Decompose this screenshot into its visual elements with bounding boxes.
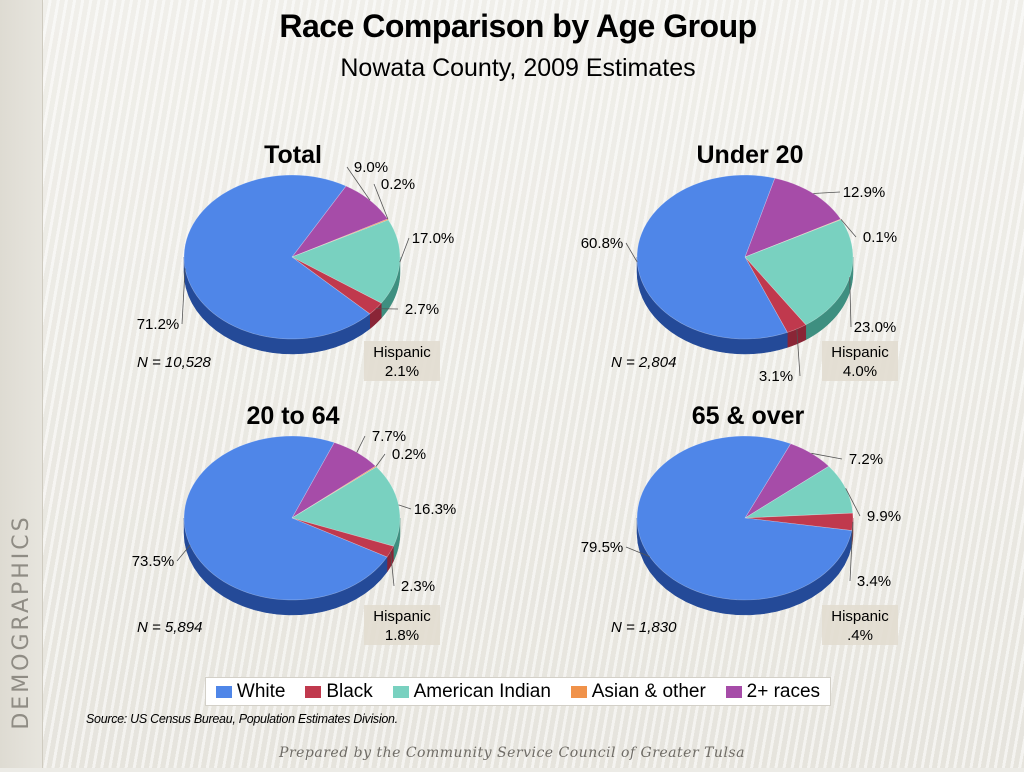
leader-line xyxy=(626,243,637,262)
legend-swatch-two-plus-races xyxy=(726,686,742,698)
slice-label-american-indian: 16.3% xyxy=(414,501,457,518)
pie-title: 20 to 64 xyxy=(246,402,339,430)
slice-label-black: 2.7% xyxy=(405,301,439,318)
legend-swatch-black xyxy=(305,686,321,698)
legend-label-white: White xyxy=(237,681,286,703)
leader-line xyxy=(813,192,840,194)
slice-label-2plus-races: 9.0% xyxy=(354,159,388,176)
chart-legend: White Black American Indian Asian & othe… xyxy=(205,677,831,706)
slice-label-american-indian: 17.0% xyxy=(412,230,455,247)
leader-line xyxy=(399,505,411,509)
slice-label-2plus-races: 7.7% xyxy=(372,428,406,445)
leader-line xyxy=(376,454,385,467)
slice-label-2plus-races: 12.9% xyxy=(843,184,886,201)
hispanic-value: 2.1% xyxy=(385,363,419,380)
legend-label-asian-other: Asian & other xyxy=(592,681,706,703)
leader-line xyxy=(400,238,409,262)
hispanic-label: Hispanic xyxy=(373,344,431,361)
pie-chart-65-and-over: 65 & over 79.5% 3.4% 9.9% 7.2% N = 1,830 Hispa… xyxy=(581,402,901,645)
n-label: N = 1,830 xyxy=(611,619,677,636)
legend-label-black: Black xyxy=(326,681,372,703)
hispanic-value: 1.8% xyxy=(385,627,419,644)
slice-label-white: 79.5% xyxy=(581,539,624,556)
hispanic-value: .4% xyxy=(847,627,873,644)
slice-label-american-indian: 9.9% xyxy=(867,508,901,525)
pie-chart-20-to-64: 20 to 64 73.5% 2.3% 16.3% 0.2%7.7% N = 5,894 H… xyxy=(132,402,457,645)
legend-label-two-plus-races: 2+ races xyxy=(747,681,820,703)
leader-line xyxy=(182,269,185,325)
hispanic-label: Hispanic xyxy=(831,344,889,361)
slice-label-black: 2.3% xyxy=(401,578,435,595)
legend-item-black: Black xyxy=(305,681,372,703)
legend-swatch-white xyxy=(216,686,232,698)
pie-title: 65 & over xyxy=(692,402,805,430)
hispanic-label: Hispanic xyxy=(831,608,889,625)
pie-title: Total xyxy=(264,141,322,169)
n-label: N = 2,804 xyxy=(611,354,676,371)
legend-swatch-asian-other xyxy=(571,686,587,698)
leader-line xyxy=(357,436,365,452)
pie-chart-total: Total 71.2% 2.7% 17.0% 0.2%9.0% N = 10,528 His… xyxy=(137,141,455,381)
legend-item-american-indian: American Indian xyxy=(393,681,551,703)
slice-label-asian-and-other: 0.2% xyxy=(381,176,415,193)
slice-label-white: 60.8% xyxy=(581,235,624,252)
slice-label-asian-and-other: 0.1% xyxy=(863,229,897,246)
n-label: N = 5,894 xyxy=(137,619,202,636)
slice-label-asian-and-other: 0.2% xyxy=(392,446,426,463)
hispanic-value: 4.0% xyxy=(843,363,877,380)
slice-label-black: 3.1% xyxy=(759,368,793,385)
legend-item-white: White xyxy=(216,681,286,703)
n-label: N = 10,528 xyxy=(137,354,211,371)
footer-credit: Prepared by the Community Service Counci… xyxy=(0,745,1024,761)
slice-label-2plus-races: 7.2% xyxy=(849,451,883,468)
legend-swatch-american-indian xyxy=(393,686,409,698)
legend-label-american-indian: American Indian xyxy=(414,681,551,703)
slice-label-white: 73.5% xyxy=(132,553,175,570)
hispanic-label: Hispanic xyxy=(373,608,431,625)
slice-label-black: 3.4% xyxy=(857,573,891,590)
source-note: Source: US Census Bureau, Population Est… xyxy=(86,712,398,726)
pie-title: Under 20 xyxy=(697,141,804,169)
legend-item-two-plus-races: 2+ races xyxy=(726,681,820,703)
slice-label-white: 71.2% xyxy=(137,316,180,333)
slice-label-american-indian: 23.0% xyxy=(854,319,897,336)
legend-item-asian-other: Asian & other xyxy=(571,681,706,703)
pie-chart-under-20: Under 20 60.8% 3.1% 23.0% 0.1% 12.9% N = 2,804… xyxy=(581,141,898,385)
